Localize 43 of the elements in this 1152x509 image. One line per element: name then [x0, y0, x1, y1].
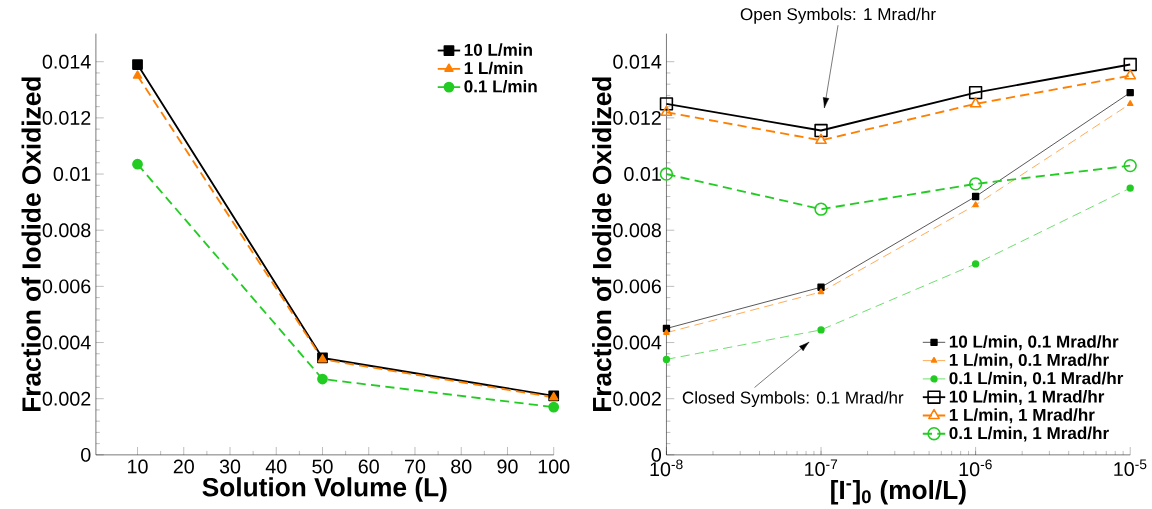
- x-axis-title: [I$^{-}$]$_{0}$ (mol/L): [831, 480, 966, 505]
- legend-label: 1 L/min: [464, 61, 523, 75]
- y-tick-label: 0.006: [613, 279, 661, 294]
- legend-label: 10 L/min, 0.1 Mrad/hr: [949, 335, 1119, 351]
- y-tick-label: 0.004: [42, 335, 91, 350]
- y-tick-label: 0.004: [613, 335, 662, 350]
- x-tick-label: 90: [497, 459, 518, 474]
- x-tick-label: 10$^{-6}$: [959, 459, 992, 477]
- y-tick-label: 0.006: [42, 279, 91, 294]
- x-tick-label: 60: [358, 459, 379, 474]
- x-tick-label: 30: [219, 459, 241, 474]
- text: Open Symbols: 1 Mrad/hr: [740, 7, 936, 24]
- x-tick-label: 10$^{-7}$: [805, 459, 838, 477]
- y-tick-label: 0.012: [42, 110, 91, 125]
- x-tick-label: 80: [451, 459, 472, 474]
- y-axis-title: Fraction of Iodide Oxidized: [21, 77, 41, 412]
- y-tick-label: 0.002: [42, 391, 91, 406]
- y-tick-label: 0: [81, 447, 91, 462]
- y-tick-label: 0.008: [613, 223, 661, 238]
- x-tick-label: 20: [173, 459, 194, 474]
- y-tick-label: 0.008: [42, 223, 91, 238]
- legend-label: 1 L/min, 0.1 Mrad/hr: [949, 353, 1109, 369]
- legend-label: 0.1 L/min: [464, 80, 537, 93]
- x-tick-label: 10: [128, 459, 148, 474]
- y-tick-label: 0.01: [624, 167, 661, 182]
- y-tick-label: 0.014: [613, 54, 662, 69]
- annotation: Closed Symbols: 0.1 Mrad/hr: [682, 391, 904, 408]
- x-axis-title: Solution Volume (L): [202, 477, 447, 502]
- y-axis-title: Fraction of Iodide Oxidized: [592, 77, 612, 412]
- y-tick-label: 0.01: [53, 167, 91, 182]
- y-tick-label: 0.014: [42, 54, 91, 69]
- legend-label: 10 L/min, 1 Mrad/hr: [949, 390, 1105, 406]
- x-tick-label: 100: [538, 459, 570, 474]
- legend-label: 1 L/min, 1 Mrad/hr: [949, 408, 1095, 424]
- legend-label: 10 L/min: [464, 43, 532, 57]
- legend-label: 0.1 L/min, 0.1 Mrad/hr: [949, 371, 1124, 387]
- legend-label: 0.1 L/min, 1 Mrad/hr: [949, 426, 1109, 442]
- x-tick-label: 50: [312, 459, 333, 474]
- x-tick-label: 70: [405, 459, 426, 474]
- x-tick-label: 40: [265, 459, 287, 474]
- y-tick-label: 0.002: [613, 391, 661, 406]
- x-tick-label: 10$^{-5}$: [1114, 459, 1147, 477]
- y-tick-label: 0.012: [613, 110, 661, 125]
